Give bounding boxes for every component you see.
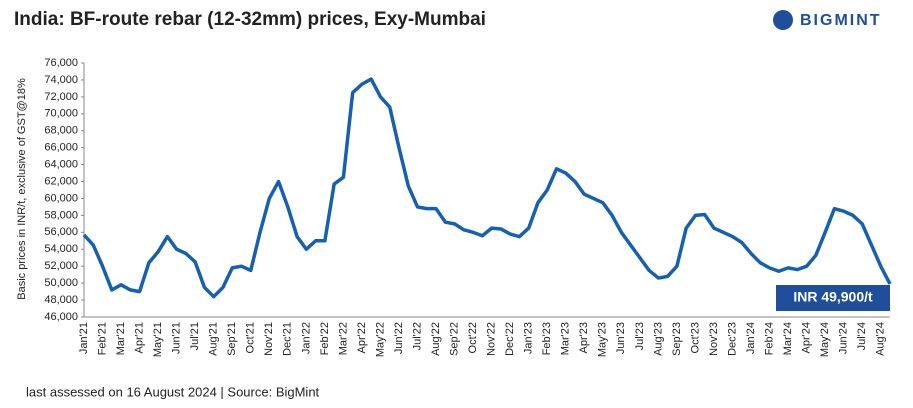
x-tick-label: Feb'21 [96, 322, 108, 355]
annotation: INR 49,900/t [793, 289, 873, 305]
x-tick-label: Jan'22 [300, 322, 312, 354]
x-tick-label: Dec'21 [282, 322, 294, 356]
y-tick-label: 50,000 [44, 277, 78, 289]
x-tick-label: Apr'24 [801, 322, 813, 353]
x-tick-label: Jan'24 [745, 322, 757, 354]
y-tick-label: 66,000 [44, 142, 78, 154]
x-tick-label: Mar'24 [782, 322, 794, 355]
x-tick-label: Jun'23 [615, 322, 627, 354]
y-tick-label: 46,000 [44, 311, 78, 323]
y-tick-label: 70,000 [44, 108, 78, 120]
x-tick-label: May'21 [152, 322, 164, 357]
y-tick-label: 76,000 [44, 57, 78, 69]
y-tick-label: 54,000 [44, 243, 78, 255]
x-tick-label: Aug'23 [652, 322, 664, 356]
x-tick-label: Jan'21 [78, 322, 90, 354]
line [82, 77, 892, 299]
x-tick-label: Jul'22 [411, 322, 423, 350]
x-tick-label: Oct'23 [689, 322, 701, 353]
x-tick-label: Feb'24 [763, 322, 775, 355]
x-tick-label: Apr'21 [133, 322, 145, 353]
x-tick-label: Apr'22 [356, 322, 368, 353]
x-tick-label: Dec'22 [504, 322, 516, 356]
x-tick-label: Jul'23 [634, 322, 646, 350]
y-tick-label: 62,000 [44, 175, 78, 187]
x-tick-label: Oct'22 [467, 322, 479, 353]
y-tick-label: 72,000 [44, 91, 78, 103]
x-tick-label: Nov'22 [486, 322, 498, 356]
x-tick-label: Feb'23 [541, 322, 553, 355]
x-tick-label: May'24 [819, 322, 831, 357]
x-tick-label: Feb'22 [319, 322, 331, 355]
x-tick-label: Aug'24 [875, 322, 887, 356]
x-tick-label: Jul'21 [189, 322, 201, 350]
y-tick-label: 52,000 [44, 260, 78, 272]
chart-title: India: BF-route rebar (12-32mm) prices, … [14, 9, 486, 30]
x-tick-label: Sep'21 [226, 322, 238, 356]
y-tick-label: 68,000 [44, 125, 78, 137]
x-tick-label: Jan'23 [523, 322, 535, 354]
x-tick-label: Mar'23 [560, 322, 572, 355]
x-tick-label: Sep'23 [671, 322, 683, 356]
y-tick-label: 74,000 [44, 74, 78, 86]
y-axis-label: Basic prices in INR/t, exclusive of GST@… [16, 78, 28, 300]
logo-icon [773, 10, 793, 30]
x-tick-label: Jun'22 [393, 322, 405, 354]
x-tick-label: May'22 [374, 322, 386, 357]
y-tick-label: 64,000 [44, 159, 78, 171]
annotation-box [776, 285, 890, 311]
y-tick-label: 56,000 [44, 226, 78, 238]
x-tick-label: Nov'23 [708, 322, 720, 356]
x-tick-label: Aug'22 [430, 322, 442, 356]
brand: BIGMINT [800, 12, 882, 29]
y-tick-label: 48,000 [44, 294, 78, 306]
x-tick-label: Aug'21 [208, 322, 220, 356]
x-tick-label: Oct'21 [245, 322, 257, 353]
x-tick-label: Mar'21 [115, 322, 127, 355]
x-tick-label: Jun'24 [838, 322, 850, 354]
y-tick-label: 60,000 [44, 192, 78, 204]
y-tick-label: 58,000 [44, 209, 78, 221]
x-tick-label: Apr'23 [578, 322, 590, 353]
x-tick-label: May'23 [597, 322, 609, 357]
x-tick-label: Sep'22 [448, 322, 460, 356]
x-tick-label: Jun'21 [171, 322, 183, 354]
x-tick-label: Jul'24 [856, 322, 868, 350]
x-tick-label: Dec'23 [726, 322, 738, 356]
x-tick-label: Mar'22 [337, 322, 349, 355]
footer: last assessed on 16 August 2024 | Source… [26, 384, 320, 399]
x-tick-label: Nov'21 [263, 322, 275, 356]
